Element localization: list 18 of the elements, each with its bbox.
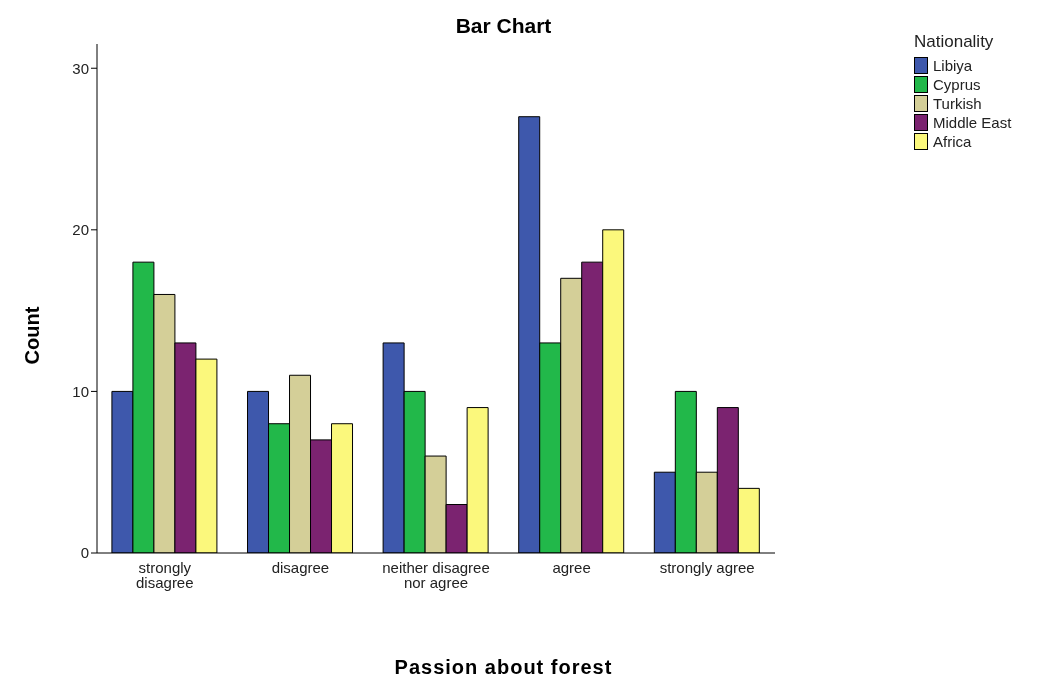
chart-title: Bar Chart: [454, 14, 553, 38]
y-tick-label: 10: [72, 382, 89, 400]
y-tick-label: 20: [72, 221, 89, 239]
x-tick-label: neither disagree nor agree: [382, 559, 490, 591]
x-tick-label: disagree: [271, 559, 330, 576]
x-tick-label: strongly disagree: [136, 559, 194, 591]
x-tick-label: strongly agree: [659, 559, 755, 576]
y-tick-label: 30: [72, 59, 89, 77]
x-axis-title: Passion about forest: [393, 656, 614, 679]
legend-label: Africa: [933, 133, 972, 150]
legend-label: Middle East: [933, 114, 1012, 131]
y-axis-title: Count: [20, 305, 44, 366]
legend-label: Turkish: [933, 95, 982, 112]
legend-label: Cyprus: [933, 76, 981, 93]
legend-label: Libiya: [933, 57, 973, 74]
y-tick-label: 0: [80, 544, 89, 562]
legend-title: Nationality: [914, 32, 995, 52]
x-tick-label: agree: [552, 559, 591, 576]
